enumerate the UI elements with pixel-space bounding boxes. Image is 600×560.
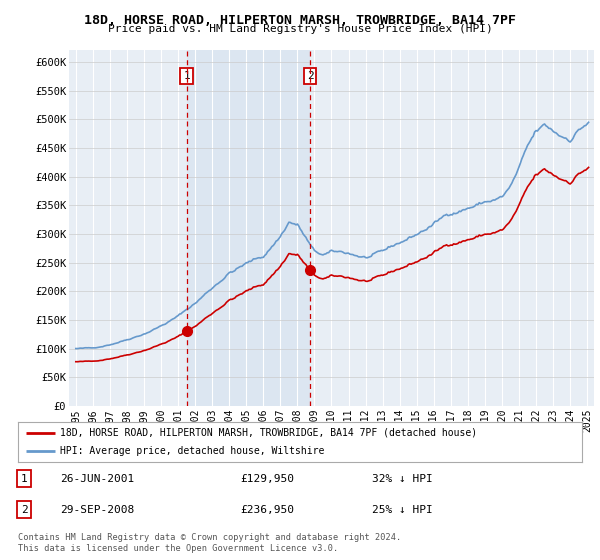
Text: £129,950: £129,950	[240, 474, 294, 484]
Bar	[187, 50, 310, 406]
Text: HPI: Average price, detached house, Wiltshire: HPI: Average price, detached house, Wilt…	[60, 446, 325, 456]
Text: 32% ↓ HPI: 32% ↓ HPI	[372, 474, 433, 484]
Text: 18D, HORSE ROAD, HILPERTON MARSH, TROWBRIDGE, BA14 7PF: 18D, HORSE ROAD, HILPERTON MARSH, TROWBR…	[84, 14, 516, 27]
Text: 1: 1	[20, 474, 28, 484]
Text: 26-JUN-2001: 26-JUN-2001	[60, 474, 134, 484]
Text: 18D, HORSE ROAD, HILPERTON MARSH, TROWBRIDGE, BA14 7PF (detached house): 18D, HORSE ROAD, HILPERTON MARSH, TROWBR…	[60, 428, 478, 437]
Text: 29-SEP-2008: 29-SEP-2008	[60, 505, 134, 515]
Text: 2: 2	[307, 71, 314, 81]
Text: 25% ↓ HPI: 25% ↓ HPI	[372, 505, 433, 515]
Text: Price paid vs. HM Land Registry's House Price Index (HPI): Price paid vs. HM Land Registry's House …	[107, 24, 493, 34]
Text: Contains HM Land Registry data © Crown copyright and database right 2024.
This d: Contains HM Land Registry data © Crown c…	[18, 533, 401, 553]
Text: £236,950: £236,950	[240, 505, 294, 515]
Text: 1: 1	[183, 71, 190, 81]
Text: 2: 2	[20, 505, 28, 515]
